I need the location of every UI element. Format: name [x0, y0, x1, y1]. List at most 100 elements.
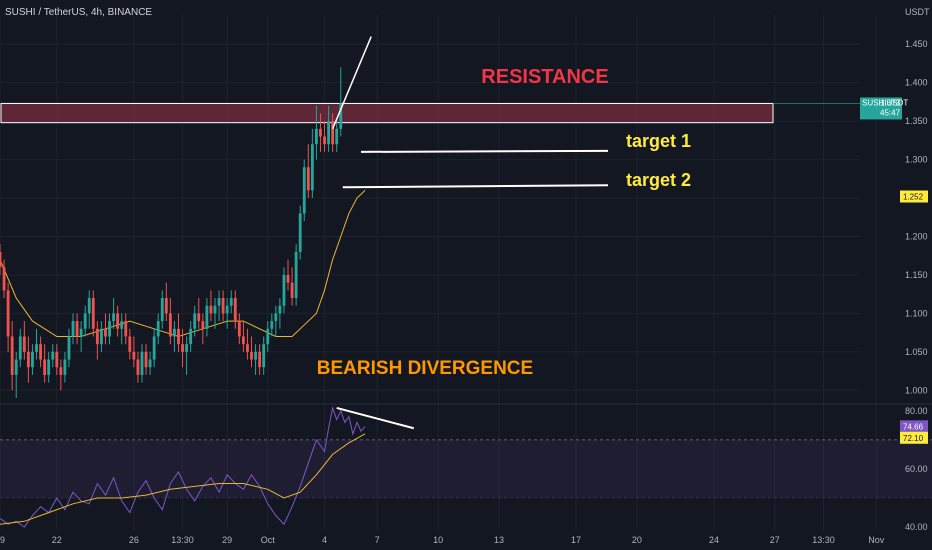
candle[interactable] — [177, 313, 180, 352]
candle[interactable] — [6, 282, 10, 352]
candle[interactable] — [63, 351, 67, 383]
candle[interactable] — [31, 344, 34, 375]
candle[interactable] — [18, 328, 22, 368]
candle[interactable] — [189, 321, 193, 352]
candle[interactable] — [26, 336, 30, 383]
candle[interactable] — [156, 313, 160, 345]
candle[interactable] — [35, 328, 38, 360]
candle[interactable] — [314, 105, 318, 160]
candle[interactable] — [39, 336, 42, 368]
candle[interactable] — [310, 128, 314, 199]
candle[interactable] — [181, 328, 184, 368]
resistance-zone[interactable] — [0, 102, 774, 124]
candle[interactable] — [152, 328, 156, 368]
candle[interactable] — [173, 321, 176, 352]
target1-label[interactable]: target 1 — [626, 131, 691, 151]
candle[interactable] — [43, 344, 47, 383]
candle[interactable] — [233, 290, 237, 329]
candle[interactable] — [225, 298, 229, 329]
candle[interactable] — [140, 344, 144, 383]
candle[interactable] — [120, 313, 124, 345]
candle[interactable] — [274, 305, 278, 337]
candle[interactable] — [270, 313, 274, 337]
candle[interactable] — [22, 321, 26, 360]
candle[interactable] — [197, 298, 201, 329]
candle[interactable] — [201, 313, 205, 345]
candle[interactable] — [262, 336, 266, 375]
candle[interactable] — [339, 67, 343, 137]
candle[interactable] — [112, 298, 116, 329]
candle[interactable] — [282, 267, 286, 314]
candle[interactable] — [71, 313, 75, 345]
candle[interactable] — [83, 305, 87, 337]
candle[interactable] — [136, 351, 140, 383]
candle[interactable] — [79, 321, 83, 352]
candle[interactable] — [168, 298, 172, 345]
candle[interactable] — [108, 313, 111, 345]
target2-label[interactable]: target 2 — [626, 170, 691, 190]
candle[interactable] — [0, 244, 2, 275]
candle[interactable] — [209, 290, 213, 322]
candle[interactable] — [205, 298, 209, 337]
candle[interactable] — [99, 321, 103, 352]
candle[interactable] — [221, 290, 225, 322]
candle[interactable] — [87, 290, 91, 329]
candle[interactable] — [128, 328, 132, 360]
target2-line[interactable] — [342, 184, 609, 189]
candle[interactable] — [246, 328, 249, 360]
candle[interactable] — [323, 121, 326, 152]
candle[interactable] — [67, 328, 71, 368]
candle[interactable] — [2, 259, 6, 299]
candle[interactable] — [306, 144, 310, 199]
candle[interactable] — [302, 159, 306, 222]
time-axis[interactable]: 19 22 26 13:30 29 Oct 4 7 10 13 17 20 24 27 13:30 Nov — [0, 535, 885, 545]
candle[interactable] — [319, 113, 322, 152]
candle[interactable] — [47, 351, 51, 383]
candle-body — [22, 336, 26, 352]
candle[interactable] — [144, 344, 148, 375]
x-tick-label: 13:30 — [171, 535, 194, 545]
divergence-line[interactable] — [336, 406, 415, 430]
trend-line[interactable] — [331, 36, 372, 130]
candle[interactable] — [241, 321, 245, 352]
candle[interactable] — [298, 205, 302, 260]
symbol-title[interactable]: SUSHI / TetherUS, 4h, BINANCE — [5, 7, 152, 18]
candle[interactable] — [124, 313, 128, 345]
divergence-label[interactable]: BEARISH DIVERGENCE — [317, 358, 533, 379]
candle[interactable] — [278, 298, 282, 329]
candle[interactable] — [132, 336, 136, 368]
candle[interactable] — [286, 259, 290, 291]
candle[interactable] — [254, 344, 257, 375]
candle[interactable] — [217, 290, 221, 322]
candle[interactable] — [229, 290, 233, 314]
candle[interactable] — [335, 121, 339, 152]
candle[interactable] — [213, 298, 217, 329]
resistance-label[interactable]: RESISTANCE — [481, 66, 608, 88]
candle[interactable] — [290, 267, 294, 306]
candle[interactable] — [250, 336, 253, 368]
rsi-axis[interactable]: 80.00 60.00 40.00 — [905, 406, 928, 532]
candle[interactable] — [331, 113, 335, 152]
candle-body — [144, 351, 148, 368]
candle[interactable] — [160, 290, 164, 329]
candle[interactable] — [164, 282, 168, 322]
candle[interactable] — [148, 351, 152, 375]
candle[interactable] — [91, 290, 95, 337]
candle[interactable] — [51, 344, 55, 368]
candle[interactable] — [95, 321, 99, 360]
target1-line[interactable] — [361, 149, 609, 153]
candle[interactable] — [185, 336, 189, 375]
candle[interactable] — [258, 344, 262, 375]
candle[interactable] — [294, 244, 298, 306]
candle[interactable] — [55, 344, 59, 375]
candle[interactable] — [237, 313, 241, 345]
candle[interactable] — [116, 305, 120, 337]
candle[interactable] — [10, 321, 14, 391]
candle[interactable] — [75, 313, 79, 345]
candle[interactable] — [59, 359, 63, 391]
candle[interactable] — [104, 313, 107, 345]
candle[interactable] — [193, 305, 197, 337]
candle[interactable] — [14, 351, 18, 398]
candle[interactable] — [266, 321, 270, 352]
candle[interactable] — [327, 105, 331, 152]
